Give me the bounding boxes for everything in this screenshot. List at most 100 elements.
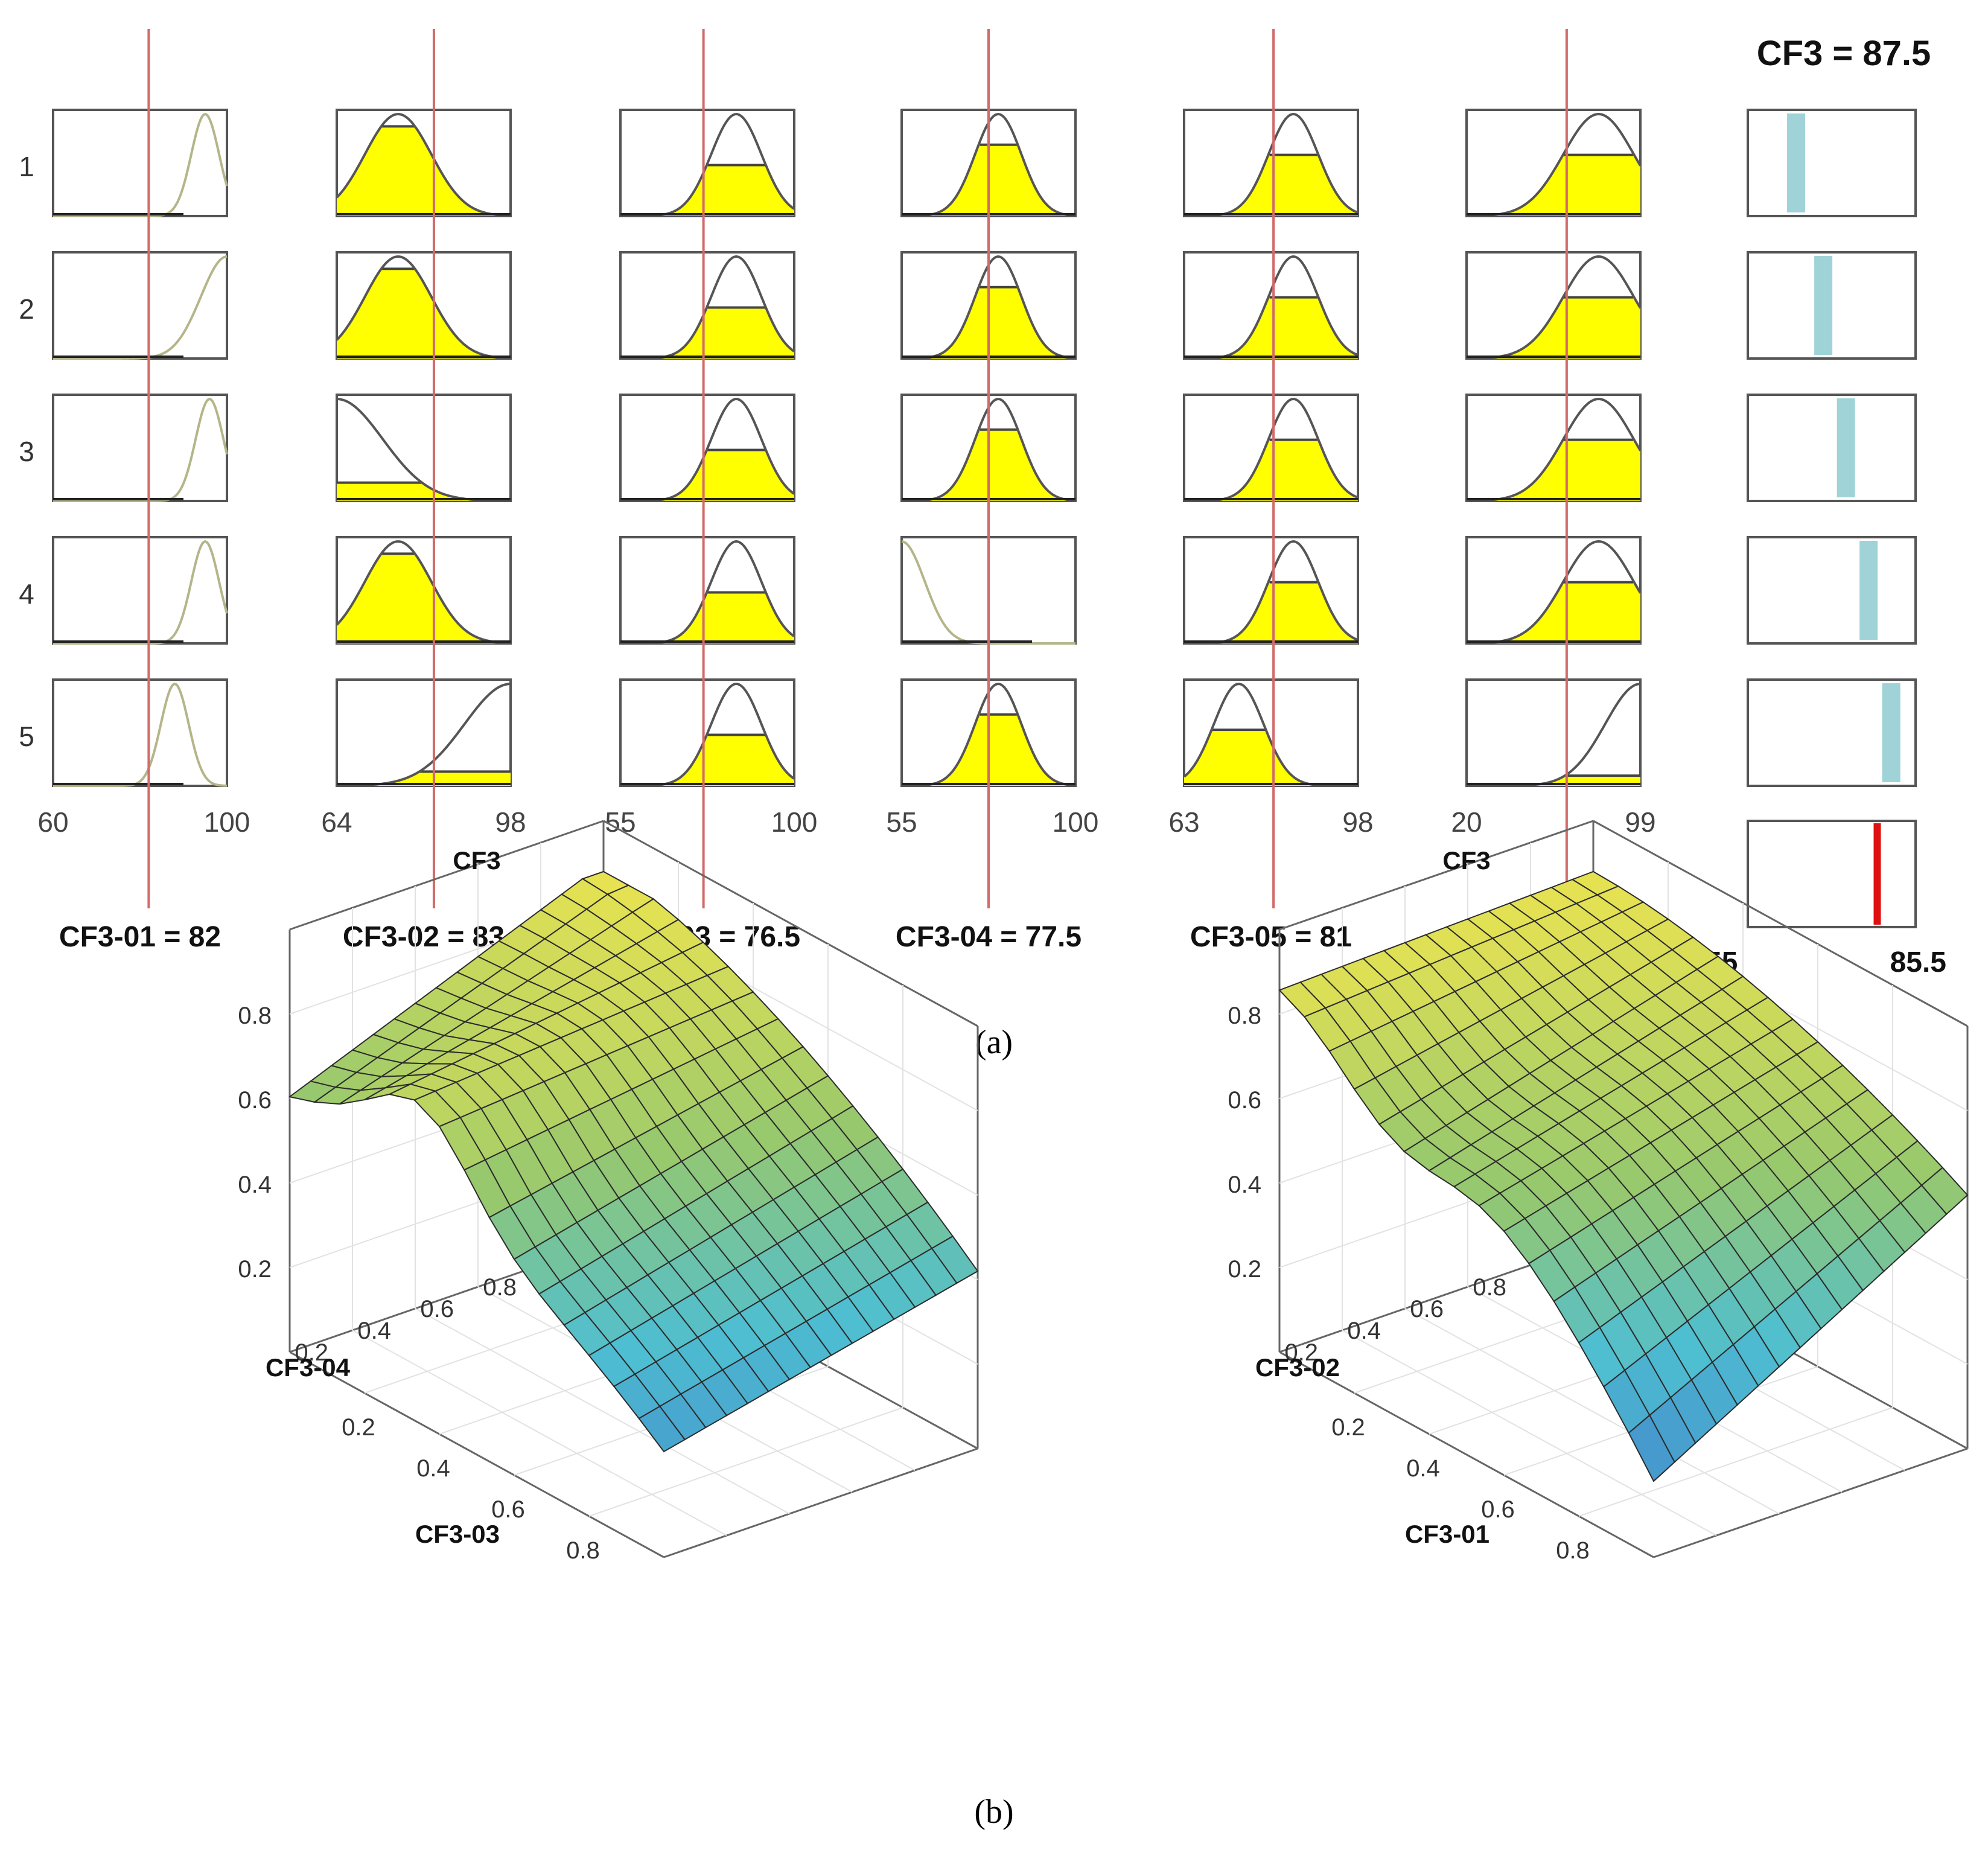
input-range-min: 64	[321, 806, 352, 838]
mf-curve	[620, 397, 795, 502]
rule-number: 1	[19, 151, 34, 182]
mf-subplot-CF3-01-rule-2	[52, 251, 228, 360]
surface-facet	[638, 1405, 686, 1453]
y-tick-label: 0.4	[1347, 1318, 1381, 1344]
mf-box	[52, 536, 228, 645]
mf-fire-area	[1467, 155, 1640, 216]
x-axis-label: CF3-01	[1405, 1520, 1489, 1548]
mf-fire-area	[620, 307, 794, 359]
mf-curve	[620, 540, 795, 645]
grid-line	[588, 1407, 903, 1517]
axis-box-edge	[1279, 1351, 1654, 1558]
output-rule-4	[1747, 536, 1917, 645]
panel-a-label: (a)	[975, 1024, 1013, 1061]
x-tick-label: 0.6	[491, 1496, 525, 1523]
mf-fire-area	[1467, 297, 1640, 359]
input-range-max: 100	[771, 806, 818, 838]
z-tick-label: 0.4	[1228, 1172, 1261, 1198]
output-singleton-bar	[1882, 683, 1900, 782]
output-title: CF3 = 87.5	[1757, 34, 1931, 73]
mf-fire-area	[620, 592, 794, 643]
mf-subplot-CF3-02-rule-2	[336, 251, 512, 360]
input-range-min: 60	[37, 806, 68, 838]
output-aggregate	[1747, 820, 1917, 928]
grid-line	[1404, 1308, 1780, 1514]
grid-line	[352, 1330, 727, 1536]
mf-subplot-CF3-06-rule-4	[1465, 536, 1642, 645]
output-box	[1747, 536, 1917, 645]
x-tick-label: 0.8	[1556, 1537, 1590, 1564]
mf-fire-area	[620, 450, 794, 501]
z-tick-label: 0.6	[238, 1087, 272, 1114]
rule-number: 2	[19, 293, 34, 325]
mf-curve	[53, 540, 228, 645]
mf-fire-area	[1184, 439, 1358, 501]
output-singleton-bar	[1814, 256, 1833, 355]
mf-curve	[53, 682, 228, 787]
x-tick-label: 0.4	[416, 1455, 450, 1482]
mf-curve	[620, 682, 795, 787]
mf-subplot-CF3-06-rule-5	[1465, 678, 1642, 787]
output-singleton-bar	[1859, 541, 1878, 640]
input-range-max: 100	[1053, 806, 1099, 838]
panel-b-label: (b)	[974, 1793, 1013, 1831]
mf-fire-area	[1184, 297, 1358, 359]
y-tick-label: 0.8	[483, 1274, 517, 1301]
y-tick-label: 0.6	[1410, 1296, 1444, 1322]
x-tick-label: 0.2	[342, 1414, 375, 1441]
x-tick-label: 0.6	[1481, 1496, 1515, 1523]
axis-box-edge	[1593, 820, 1968, 1027]
mf-fire-area	[1184, 582, 1358, 643]
axis-box-edge	[289, 1351, 664, 1558]
mf-fire-area	[1184, 730, 1358, 786]
y-tick-label: 0.6	[420, 1296, 454, 1322]
y-tick-label: 0.2	[1284, 1339, 1318, 1366]
input-range-min: 20	[1451, 806, 1482, 838]
y-tick-label: 0.2	[295, 1339, 328, 1366]
mf-curve	[1467, 683, 1641, 787]
mf-fire-area	[1184, 155, 1358, 216]
z-tick-label: 0.8	[1228, 1003, 1261, 1029]
mf-curve	[620, 255, 795, 360]
mf-curve	[336, 540, 511, 645]
mf-subplot-CF3-01-rule-4	[52, 536, 228, 645]
mf-subplot-CF3-03-rule-3	[619, 394, 795, 502]
mf-subplot-CF3-06-rule-3	[1465, 394, 1642, 502]
mf-curve	[1184, 398, 1359, 502]
output-box	[1747, 109, 1917, 217]
z-tick-label: 0.8	[238, 1003, 272, 1029]
mf-subplot-CF3-03-rule-5	[619, 678, 795, 787]
mf-subplot-CF3-01-rule-3	[52, 394, 228, 502]
mf-curve	[53, 112, 228, 217]
mf-fire-area	[620, 735, 794, 786]
x-tick-label: 0.8	[566, 1537, 600, 1564]
input-range-max: 98	[1342, 806, 1373, 838]
input-range-min: 55	[605, 806, 636, 838]
mf-box	[52, 251, 228, 360]
mf-subplot-CF3-03-rule-1	[619, 109, 795, 217]
mf-fire-area	[620, 165, 794, 216]
input-range-min: 55	[886, 806, 917, 838]
mf-subplot-CF3-02-rule-1	[336, 109, 512, 217]
output-box	[1747, 820, 1917, 928]
mf-subplot-CF3-05-rule-5	[1183, 678, 1359, 787]
output-rule-2	[1747, 251, 1917, 360]
rule-number: 3	[19, 436, 34, 467]
mf-box	[52, 678, 228, 787]
mf-fire-area	[1467, 439, 1640, 501]
mf-fire-area	[337, 126, 511, 216]
mf-curve	[1184, 113, 1359, 217]
z-tick-label: 0.2	[238, 1256, 272, 1283]
input-value-label: CF3-01 = 82	[59, 921, 221, 953]
x-tick-label: 0.2	[1331, 1414, 1365, 1441]
mf-subplot-CF3-01-rule-1	[52, 109, 228, 217]
mf-subplot-CF3-02-rule-3	[336, 394, 512, 502]
mf-box	[1465, 678, 1642, 787]
grid-line	[1342, 1330, 1717, 1536]
mf-box	[52, 109, 228, 217]
mf-subplot-CF3-06-rule-2	[1465, 251, 1642, 360]
output-box	[1747, 394, 1917, 502]
axis-box-edge	[1653, 1447, 1968, 1558]
axis-box-edge	[603, 820, 978, 1027]
